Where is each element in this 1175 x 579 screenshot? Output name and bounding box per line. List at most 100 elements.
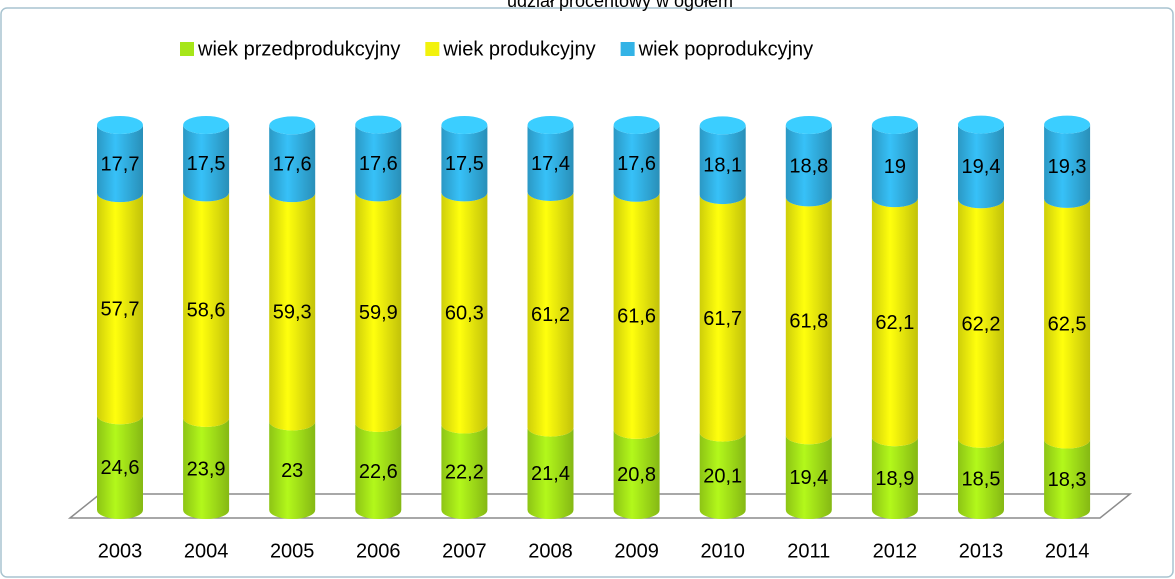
data-label: 18,1 xyxy=(703,155,742,177)
data-label: 23 xyxy=(281,460,303,482)
cylinder-cap xyxy=(1044,115,1091,134)
data-label: 18,9 xyxy=(875,468,914,490)
data-label: 58,6 xyxy=(187,299,226,321)
bar-segment xyxy=(97,125,143,203)
data-label: 61,7 xyxy=(703,308,742,330)
data-label: 19,3 xyxy=(1048,156,1087,178)
bar-segment xyxy=(527,191,574,437)
cylinder-cap xyxy=(441,116,488,134)
data-label: 18,3 xyxy=(1048,469,1087,491)
bar-segment xyxy=(958,199,1004,448)
data-label: 24,6 xyxy=(101,457,140,479)
cylinder-cap xyxy=(269,116,316,135)
bar-segment xyxy=(613,429,660,519)
bar-segment xyxy=(355,124,402,202)
bar-segment xyxy=(269,193,316,431)
data-label: 17,5 xyxy=(445,153,484,175)
data-label: 19 xyxy=(884,156,906,178)
x-tick-label: 2007 xyxy=(442,540,487,562)
data-label: 59,9 xyxy=(359,302,398,324)
cylinder-cap xyxy=(97,116,143,134)
x-tick-label: 2004 xyxy=(184,540,229,562)
bar-segment xyxy=(613,125,660,202)
bar-segment xyxy=(527,427,574,519)
cylinder-cap xyxy=(613,116,660,134)
cylinder-cap xyxy=(958,115,1004,134)
legend-label: wiek produkcyjny xyxy=(442,38,595,60)
cylinder-cap xyxy=(355,115,402,134)
bar-segment xyxy=(1044,124,1091,208)
data-label: 62,2 xyxy=(962,313,1001,335)
data-label: 59,3 xyxy=(273,302,312,324)
data-label: 17,6 xyxy=(359,153,398,175)
data-label: 18,8 xyxy=(789,155,828,177)
data-label: 22,2 xyxy=(445,462,484,484)
bar-segment xyxy=(785,197,832,445)
legend-swatch xyxy=(425,42,440,56)
data-label: 19,4 xyxy=(789,467,828,489)
bar-segment xyxy=(97,415,143,519)
data-label: 60,3 xyxy=(445,303,484,325)
bar-segment xyxy=(269,421,316,519)
bar-segment xyxy=(699,195,746,442)
data-label: 21,4 xyxy=(531,463,570,485)
cylinder-cap xyxy=(527,116,574,134)
data-label: 61,2 xyxy=(531,304,570,326)
cylinder-cap xyxy=(699,116,746,135)
data-label: 17,7 xyxy=(101,153,140,175)
bar-segment xyxy=(958,124,1004,209)
x-tick-label: 2006 xyxy=(356,540,401,562)
data-label: 23,9 xyxy=(187,458,226,480)
x-tick-label: 2012 xyxy=(873,540,918,562)
bar-segment xyxy=(785,125,832,207)
bar-segment xyxy=(699,432,746,519)
x-tick-label: 2009 xyxy=(614,540,659,562)
x-tick-label: 2014 xyxy=(1045,540,1090,562)
bar-segment xyxy=(183,125,230,202)
data-label: 57,7 xyxy=(101,298,140,320)
bar-segment xyxy=(269,125,316,203)
legend-swatch xyxy=(620,42,635,56)
data-label: 61,6 xyxy=(617,306,656,328)
x-tick-label: 2003 xyxy=(98,540,143,562)
bar-segment xyxy=(613,192,660,439)
bar-segment xyxy=(871,437,918,519)
data-label: 19,4 xyxy=(962,156,1001,178)
cylinder-cap xyxy=(871,116,918,134)
x-tick-label: 2011 xyxy=(787,540,830,562)
data-label: 22,6 xyxy=(359,461,398,483)
cylinder-cap xyxy=(785,116,832,134)
bar-segment xyxy=(1044,439,1091,519)
bar-segment xyxy=(1044,198,1091,449)
data-label: 17,6 xyxy=(617,153,656,175)
data-label: 17,6 xyxy=(273,154,312,176)
legend-label: wiek przedprodukcyjny xyxy=(197,38,400,60)
bar-segment xyxy=(441,424,488,519)
data-label: 20,8 xyxy=(617,464,656,486)
cylinder-cap xyxy=(183,116,230,134)
data-label: 18,5 xyxy=(962,469,1001,491)
bar-segment xyxy=(871,125,918,208)
bar-segment xyxy=(355,422,402,519)
bar-segment xyxy=(441,192,488,434)
x-tick-label: 2010 xyxy=(700,540,745,562)
bar-segment xyxy=(871,198,918,447)
data-label: 62,1 xyxy=(875,312,914,334)
floor xyxy=(67,493,1133,519)
legend-label: wiek poprodukcyjny xyxy=(638,38,814,60)
bar-segment xyxy=(355,192,402,432)
bar-segment xyxy=(97,193,143,425)
x-tick-label: 2008 xyxy=(528,540,573,562)
bar-segment xyxy=(183,417,230,519)
legend-swatch xyxy=(180,42,194,56)
bar-segment xyxy=(958,438,1004,519)
bar-segment xyxy=(785,435,832,519)
bar-segment xyxy=(441,125,488,202)
data-label: 17,4 xyxy=(531,153,570,175)
x-tick-label: 2013 xyxy=(959,540,1004,562)
data-label: 17,5 xyxy=(187,153,226,175)
chart-title: udział procentowy w ogółem xyxy=(507,0,733,11)
bar-segment xyxy=(527,125,574,201)
bar-segment xyxy=(699,125,746,205)
